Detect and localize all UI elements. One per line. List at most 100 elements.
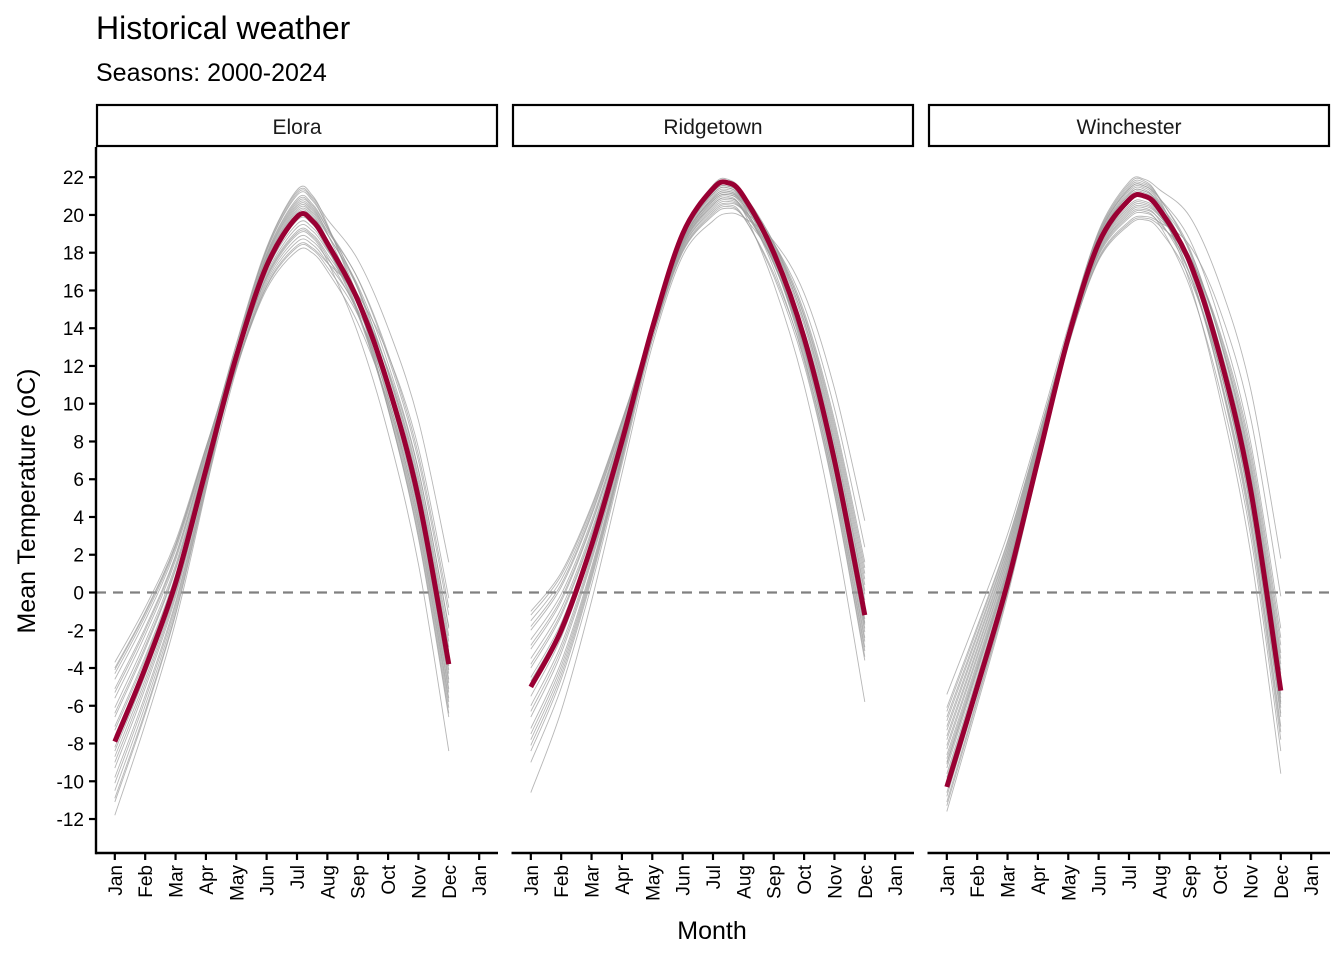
x-axis-title: Month bbox=[677, 917, 746, 945]
season-line bbox=[530, 185, 866, 740]
facet-strip-label: Winchester bbox=[1076, 116, 1181, 139]
season-line bbox=[114, 194, 450, 784]
season-line bbox=[946, 192, 1282, 737]
x-tick-label: Jul bbox=[704, 865, 725, 889]
y-tick-label: -8 bbox=[67, 735, 84, 756]
season-line bbox=[114, 224, 450, 663]
season-line bbox=[114, 216, 450, 708]
season-line bbox=[530, 202, 866, 763]
x-tick-label: Oct bbox=[795, 864, 816, 894]
facet-strip-label: Ridgetown bbox=[663, 116, 762, 139]
x-tick-label: Nov bbox=[409, 865, 430, 899]
x-tick-label: Aug bbox=[318, 865, 339, 899]
y-tick-label: -12 bbox=[57, 810, 84, 831]
x-tick-label: Jan bbox=[106, 865, 127, 896]
season-line bbox=[114, 187, 450, 816]
season-line bbox=[530, 179, 866, 729]
x-tick-label: Nov bbox=[1241, 865, 1262, 899]
season-line bbox=[530, 204, 866, 661]
season-line bbox=[530, 195, 866, 703]
season-line bbox=[530, 212, 866, 793]
facet-strip-label: Elora bbox=[272, 116, 321, 139]
season-line bbox=[114, 196, 450, 791]
y-tick-label: 22 bbox=[63, 168, 84, 189]
mean-line bbox=[944, 191, 1284, 788]
season-line bbox=[946, 188, 1282, 774]
facet-panel-elora: Elora Jan Feb Mar Apr May Jun Jul Aug Sep Oct Nov De… bbox=[95, 103, 499, 901]
season-line bbox=[114, 205, 450, 714]
x-tick-label: Jan bbox=[938, 865, 959, 896]
season-line bbox=[114, 247, 450, 718]
season-line bbox=[530, 177, 866, 659]
x-tick-label: Jun bbox=[674, 865, 695, 896]
x-tick-label: Jul bbox=[1120, 865, 1141, 889]
y-tick-label: 20 bbox=[63, 206, 84, 227]
y-tick-label: -6 bbox=[67, 697, 84, 718]
x-tick-label: Oct bbox=[379, 864, 400, 894]
y-tick-label: 12 bbox=[63, 357, 84, 378]
season-line bbox=[530, 193, 866, 616]
season-line bbox=[114, 202, 450, 769]
season-line bbox=[946, 215, 1282, 803]
season-line bbox=[946, 195, 1282, 727]
facet-strip bbox=[927, 103, 1331, 148]
x-tick-label: Nov bbox=[825, 865, 846, 899]
season-line bbox=[530, 190, 866, 657]
y-tick-label: 14 bbox=[63, 319, 85, 340]
facet-panels: Elora Jan Feb Mar Apr May Jun Jul Aug Sep Oct Nov De… bbox=[95, 103, 1331, 901]
y-tick-label: -2 bbox=[67, 621, 84, 642]
y-tick-label: -10 bbox=[57, 772, 84, 793]
x-tick-label: Mar bbox=[583, 864, 604, 897]
x-tick-label: Mar bbox=[167, 864, 188, 897]
x-tick-label: Jun bbox=[258, 865, 279, 896]
season-line bbox=[946, 177, 1282, 740]
y-tick-label: 10 bbox=[63, 395, 84, 416]
season-line bbox=[114, 234, 450, 778]
season-line bbox=[946, 186, 1282, 774]
season-line bbox=[946, 188, 1282, 806]
season-line bbox=[114, 227, 450, 757]
x-tick-label: Sep bbox=[1181, 865, 1202, 899]
x-tick-label: Jan bbox=[1302, 865, 1323, 896]
x-tick-label: Dec bbox=[856, 865, 877, 899]
season-line bbox=[946, 208, 1282, 784]
x-tick-label: May bbox=[643, 865, 664, 901]
season-line bbox=[114, 200, 450, 799]
y-tick-label: -4 bbox=[67, 659, 84, 680]
season-line bbox=[530, 192, 866, 746]
x-tick-label: Sep bbox=[349, 865, 370, 899]
x-tick-label: Jan bbox=[470, 865, 491, 896]
x-tick-label: Dec bbox=[1272, 865, 1293, 899]
y-tick-label: 16 bbox=[63, 281, 84, 302]
x-tick-label: Feb bbox=[136, 865, 157, 898]
season-line bbox=[530, 192, 866, 752]
x-tick-label: Jan bbox=[886, 865, 907, 896]
x-tick-label: Feb bbox=[552, 865, 573, 898]
season-line bbox=[114, 191, 450, 748]
season-line bbox=[114, 238, 450, 763]
season-line bbox=[946, 201, 1282, 797]
mean-line bbox=[112, 211, 452, 743]
y-tick-label: 0 bbox=[73, 583, 84, 604]
x-tick-label: Mar bbox=[999, 864, 1020, 897]
season-line bbox=[530, 207, 866, 718]
season-line bbox=[946, 190, 1282, 731]
facet-panel-ridgetown: Ridgetown Jan Feb Mar Apr May Jun Jul Aug Sep Oct N… bbox=[511, 103, 915, 901]
season-line bbox=[114, 242, 450, 803]
season-line bbox=[530, 205, 866, 648]
y-tick-label: 2 bbox=[73, 546, 84, 567]
y-axis-title: Mean Temperature (oC) bbox=[13, 369, 41, 634]
chart-subtitle: Seasons: 2000-2024 bbox=[96, 59, 327, 87]
season-line bbox=[946, 218, 1282, 727]
x-tick-label: Apr bbox=[613, 864, 634, 894]
x-tick-label: Jul bbox=[288, 865, 309, 889]
season-line bbox=[114, 243, 450, 752]
season-line bbox=[946, 179, 1282, 755]
y-tick-label: 6 bbox=[73, 470, 84, 491]
x-tick-label: May bbox=[1059, 865, 1080, 901]
x-tick-label: Apr bbox=[197, 864, 218, 894]
season-line bbox=[946, 217, 1282, 763]
season-line bbox=[946, 183, 1282, 793]
season-line bbox=[946, 206, 1282, 722]
